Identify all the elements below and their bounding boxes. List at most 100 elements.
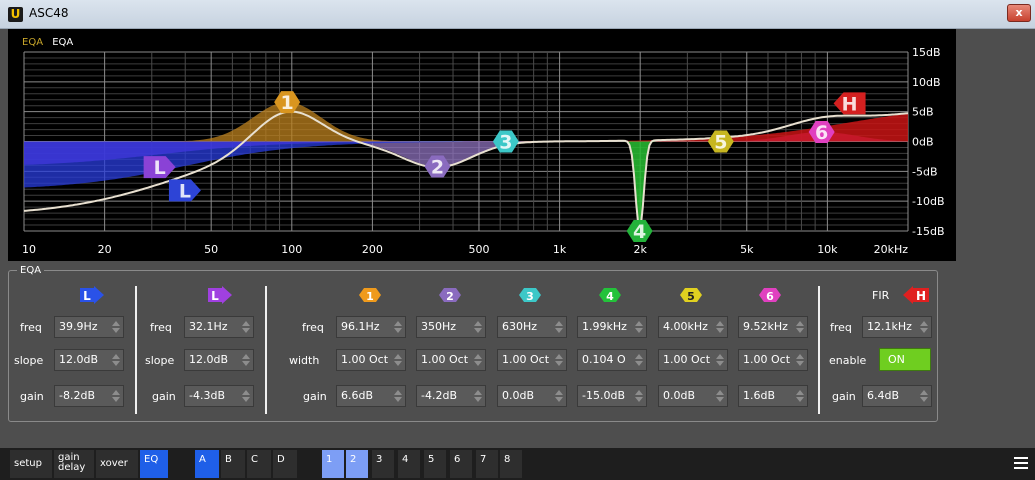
channel-6-button[interactable]: 6 <box>450 450 472 478</box>
preset-a-button[interactable]: A <box>195 450 219 478</box>
lowshelf-purple-icon: L <box>208 286 232 304</box>
band-marker-L[interactable]: L <box>143 156 176 179</box>
band-3-width-spinbox[interactable]: 1.00 Oct <box>497 349 567 371</box>
highshelf-enable-toggle[interactable]: ON <box>879 348 931 371</box>
band-2-freq-spinbox[interactable]: 350Hz <box>416 316 486 338</box>
separator <box>265 286 267 414</box>
marker-shape <box>833 92 866 115</box>
preset-b-button[interactable]: B <box>221 450 245 478</box>
spin-arrows-icon[interactable] <box>716 352 724 368</box>
channel-1-button[interactable]: 1 <box>322 450 344 478</box>
spin-arrows-icon[interactable] <box>920 388 928 404</box>
nav-xover-button[interactable]: xover <box>96 450 138 478</box>
lowshelf-blue-slope-spinbox[interactable]: 12.0dB <box>54 349 124 371</box>
spin-arrows-icon[interactable] <box>112 388 120 404</box>
band-2-width-spinbox[interactable]: 1.00 Oct <box>416 349 486 371</box>
band-marker-3[interactable]: 3 <box>492 130 519 154</box>
band-3-gain-spinbox[interactable]: 0.0dB <box>497 385 567 407</box>
lowshelf-purple-freq-spinbox[interactable]: 32.1Hz <box>184 316 254 338</box>
band-6-freq-spinbox[interactable]: 9.52kHz <box>738 316 808 338</box>
spin-arrows-icon[interactable] <box>555 352 563 368</box>
channel-8-button[interactable]: 8 <box>500 450 522 478</box>
band-5-gain-spinbox[interactable]: 0.0dB <box>658 385 728 407</box>
spin-arrows-icon[interactable] <box>555 388 563 404</box>
spin-arrows-icon[interactable] <box>474 388 482 404</box>
band-3-icon: 3 <box>519 288 541 303</box>
band-marker-2[interactable]: 2 <box>424 155 451 179</box>
band-marker-4[interactable]: 4 <box>626 220 653 243</box>
marker-shape <box>626 220 653 242</box>
spin-arrows-icon[interactable] <box>635 352 643 368</box>
band-4-gain-spinbox[interactable]: -15.0dB <box>577 385 647 407</box>
preset-d-button[interactable]: D <box>273 450 297 478</box>
preset-c-button[interactable]: C <box>247 450 271 478</box>
spin-arrows-icon[interactable] <box>796 388 804 404</box>
band-1-gain-spinbox[interactable]: 6.6dB <box>336 385 406 407</box>
spin-arrows-icon[interactable] <box>112 319 120 335</box>
band-4-freq-spinbox[interactable]: 1.99kHz <box>577 316 647 338</box>
nav-setup-button[interactable]: setup <box>10 450 52 478</box>
spin-arrows-icon[interactable] <box>394 319 402 335</box>
graph-tab-eqa-active[interactable]: EQA <box>52 37 74 48</box>
lowshelf-purple-slope-value: 12.0dB <box>189 353 229 366</box>
marker-label: 4 <box>633 221 646 243</box>
close-button[interactable]: x <box>1007 4 1031 22</box>
band-6-gain-spinbox[interactable]: 1.6dB <box>738 385 808 407</box>
spin-arrows-icon[interactable] <box>716 319 724 335</box>
lowshelf-blue-icon: L <box>80 286 104 304</box>
hamburger-menu-icon[interactable] <box>1011 452 1031 474</box>
band-marker-5[interactable]: 5 <box>707 130 734 154</box>
channel-4-button[interactable]: 4 <box>398 450 420 478</box>
spin-arrows-icon[interactable] <box>242 388 250 404</box>
highshelf-freq-spinbox[interactable]: 12.1kHz <box>862 316 932 338</box>
channel-3-button[interactable]: 3 <box>372 450 394 478</box>
marker-shape <box>492 130 519 153</box>
band-marker-6[interactable]: 6 <box>808 120 835 144</box>
marker-label: 1 <box>281 92 294 114</box>
channel-5-button[interactable]: 5 <box>424 450 446 478</box>
spin-arrows-icon[interactable] <box>474 319 482 335</box>
band-5-freq-spinbox[interactable]: 4.00kHz <box>658 316 728 338</box>
channel-2-button[interactable]: 2 <box>346 450 368 478</box>
band-marker-1[interactable]: 1 <box>274 91 301 114</box>
band-2-gain-spinbox[interactable]: -4.2dB <box>416 385 486 407</box>
spin-arrows-icon[interactable] <box>242 319 250 335</box>
lowshelf-blue-gain-spinbox[interactable]: -8.2dB <box>54 385 124 407</box>
spin-arrows-icon[interactable] <box>394 388 402 404</box>
eq-response-graph[interactable]: 15dB 10dB 5dB 0dB -5dB -10dB -15dB 10 20 50 100 200… <box>8 29 956 261</box>
band-3-freq-spinbox[interactable]: 630Hz <box>497 316 567 338</box>
nav-eq-button[interactable]: EQ <box>140 450 168 478</box>
band-5-width-spinbox[interactable]: 1.00 Oct <box>658 349 728 371</box>
marker-label: H <box>842 93 858 115</box>
spin-arrows-icon[interactable] <box>716 388 724 404</box>
highshelf-gain-spinbox[interactable]: 6.4dB <box>862 385 932 407</box>
band-6-width-spinbox[interactable]: 1.00 Oct <box>738 349 808 371</box>
band-1-width-spinbox[interactable]: 1.00 Oct <box>336 349 406 371</box>
spin-arrows-icon[interactable] <box>635 319 643 335</box>
band-marker-H[interactable]: H <box>833 92 866 115</box>
spin-arrows-icon[interactable] <box>635 388 643 404</box>
spin-arrows-icon[interactable] <box>394 352 402 368</box>
lowshelf-purple-gain-spinbox[interactable]: -4.3dB <box>184 385 254 407</box>
spin-arrows-icon[interactable] <box>555 319 563 335</box>
lowshelf-blue-freq-spinbox[interactable]: 39.9Hz <box>54 316 124 338</box>
band-marker-L[interactable]: L <box>168 179 201 202</box>
spin-arrows-icon[interactable] <box>474 352 482 368</box>
band-6-gain-value: 1.6dB <box>743 389 776 402</box>
spin-arrows-icon[interactable] <box>796 352 804 368</box>
lowshelf-purple-slope-spinbox[interactable]: 12.0dB <box>184 349 254 371</box>
eq-graph-canvas[interactable]: 15dB 10dB 5dB 0dB -5dB -10dB -15dB 10 20 50 100 200… <box>8 29 956 261</box>
channel-7-button[interactable]: 7 <box>476 450 498 478</box>
spin-arrows-icon[interactable] <box>242 352 250 368</box>
nav-gain-delay-button[interactable]: gain delay <box>54 450 94 478</box>
spin-arrows-icon[interactable] <box>112 352 120 368</box>
band-1-freq-spinbox[interactable]: 96.1Hz <box>336 316 406 338</box>
spin-arrows-icon[interactable] <box>920 319 928 335</box>
spin-arrows-icon[interactable] <box>796 319 804 335</box>
band-1-width-value: 1.00 Oct <box>341 353 389 366</box>
band-4-width-spinbox[interactable]: 0.104 O <box>577 349 647 371</box>
freq-axis-label: 500 <box>468 243 489 256</box>
band-2-freq-value: 350Hz <box>421 320 457 333</box>
graph-tab-eqa-inactive[interactable]: EQA <box>22 37 44 48</box>
marker-shape <box>707 130 734 153</box>
